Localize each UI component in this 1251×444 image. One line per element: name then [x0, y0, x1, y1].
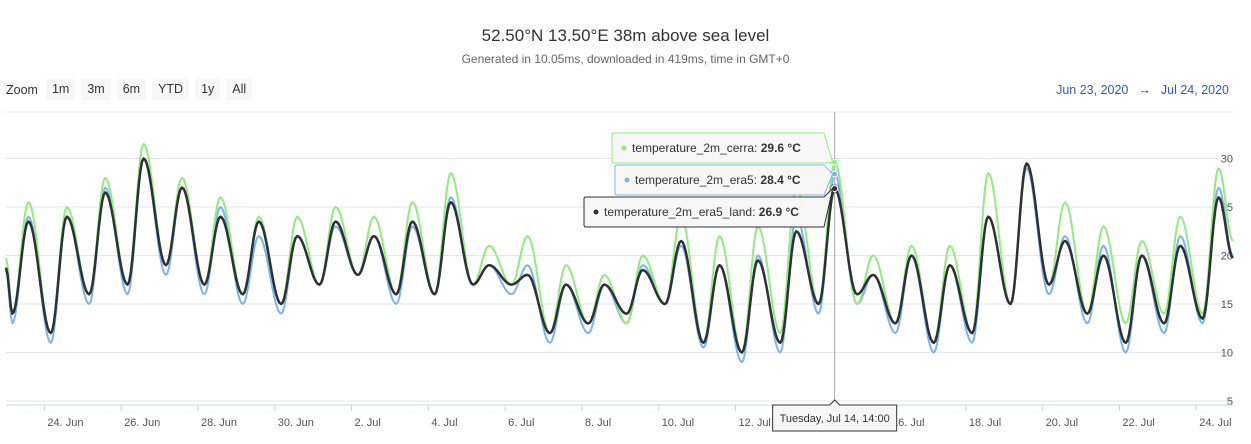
- x-tick-label: 16. Jul: [892, 417, 924, 429]
- tooltip-value: 26.9 °C: [759, 205, 799, 219]
- x-tick-label: 4. Jul: [431, 417, 457, 429]
- zoom-3m-button[interactable]: 3m: [81, 79, 111, 100]
- x-tick-label: 28. Jun: [201, 417, 237, 429]
- tooltip-box: [611, 132, 834, 164]
- tooltip-dot-icon: [593, 209, 599, 215]
- zoom-ytd-button[interactable]: YTD: [152, 79, 190, 100]
- series-line-era5-land: [4, 157, 1234, 354]
- tooltip-label: temperature_2m_era5:: [635, 173, 760, 187]
- tooltip-date-text: Tuesday, Jul 14, 14:00: [780, 413, 890, 425]
- zoom-label: Zoom: [6, 82, 38, 97]
- tooltips: temperature_2m_cerra: 29.6 °Ctemperature…: [583, 132, 898, 432]
- crosshair: [829, 112, 840, 405]
- zoom-6m-button[interactable]: 6m: [116, 79, 147, 100]
- date-range: Jun 23, 2020 → Jul 24, 2020: [1056, 83, 1229, 97]
- x-tick-label: 20. Jul: [1046, 417, 1078, 429]
- x-tick-label: 2. Jul: [355, 417, 381, 429]
- tooltip-label: temperature_2m_cerra:: [632, 141, 761, 155]
- x-tick-label: 18. Jul: [969, 417, 1001, 429]
- tooltip-text: temperature_2m_era5_land: 26.9 °C: [604, 205, 799, 219]
- zoom-selector: Zoom 1m 3m 6m YTD 1y All: [6, 79, 253, 100]
- tooltip-text: temperature_2m_era5: 28.4 °C: [635, 173, 801, 187]
- x-tick-label: 12. Jul: [738, 417, 770, 429]
- zoom-all-button[interactable]: All: [226, 79, 253, 100]
- x-tick-label: 6. Jul: [508, 417, 534, 429]
- x-tick-label: 8. Jul: [585, 417, 611, 429]
- tooltip-date: Tuesday, Jul 14, 14:00: [772, 399, 898, 432]
- x-axis: 24. Jun 26. Jun 28. Jun 30. Jun 2. Jul 4. Jul…: [6, 404, 1233, 429]
- tooltip-value: 28.4 °C: [760, 173, 800, 187]
- tooltip-era5-land: temperature_2m_era5_land: 26.9 °C: [583, 187, 834, 228]
- x-tick-label: 26. Jun: [124, 417, 160, 429]
- x-tick-label: 24. Jun: [47, 417, 83, 429]
- tooltip-dot-icon: [621, 145, 627, 151]
- y-tick-label: 5: [1227, 396, 1233, 408]
- zoom-1m-button[interactable]: 1m: [45, 79, 76, 100]
- range-from-input[interactable]: Jun 23, 2020: [1056, 83, 1129, 97]
- tooltip-box: [614, 164, 834, 196]
- tooltip-date-box: [772, 399, 898, 432]
- x-tick-label: 24. Jul: [1199, 417, 1231, 429]
- tooltip-label: temperature_2m_era5_land:: [604, 205, 759, 219]
- y-tick-label: 10: [1221, 348, 1233, 360]
- chart-title: 52.50°N 13.50°E 38m above sea level: [481, 26, 770, 45]
- x-tick-label: 10. Jul: [662, 417, 694, 429]
- range-to-input[interactable]: Jul 24, 2020: [1160, 83, 1229, 97]
- x-tick-label: 22. Jul: [1122, 417, 1154, 429]
- range-arrow-icon: →: [1138, 83, 1151, 97]
- y-tick-label: 15: [1221, 299, 1233, 311]
- y-tick-label: 30: [1221, 154, 1233, 166]
- x-tick-label: 30. Jun: [278, 417, 314, 429]
- zoom-1y-button[interactable]: 1y: [195, 79, 221, 100]
- tooltip-value: 29.6 °C: [761, 141, 801, 155]
- hover-marker: [831, 185, 839, 193]
- tooltip-text: temperature_2m_cerra: 29.6 °C: [632, 141, 801, 155]
- chart-subtitle: Generated in 10.05ms, downloaded in 419m…: [461, 52, 790, 66]
- series-lines: [4, 143, 1234, 364]
- tooltip-cerra: temperature_2m_cerra: 29.6 °C: [611, 132, 834, 164]
- tooltip-era5: temperature_2m_era5: 28.4 °C: [614, 164, 834, 196]
- tooltip-dot-icon: [624, 177, 630, 183]
- tooltip-box: [583, 187, 834, 228]
